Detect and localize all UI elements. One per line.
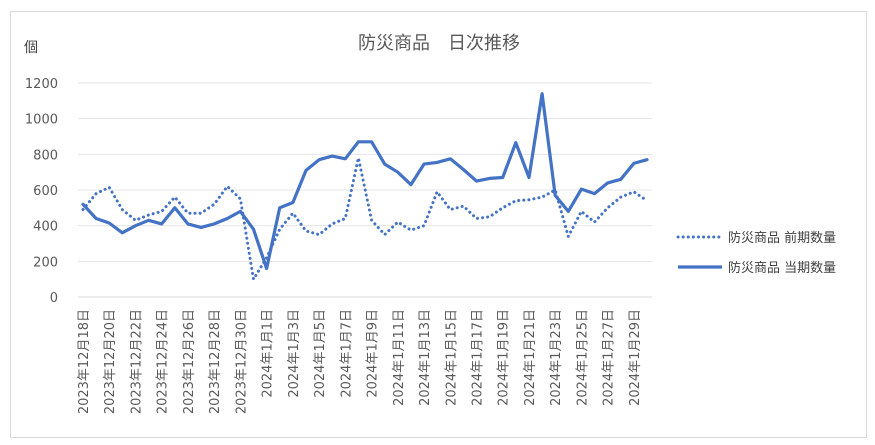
chart-frame [10,11,867,438]
y-tick-label: 200 [33,255,58,270]
series-line-previous [81,156,649,281]
x-tick-label: 2024年1月29日 [628,309,643,406]
y-tick-label: 1000 [25,113,58,128]
x-tick-label: 2024年1月27日 [602,309,617,406]
series-lines [81,92,649,281]
x-tick-label: 2024年1月23日 [549,309,564,406]
x-tick-label: 2024年1月11日 [392,309,407,406]
x-tick-label: 2024年1月17日 [470,309,485,406]
x-tick-label: 2023年12月26日 [182,309,197,414]
x-tick-label: 2024年1月1日 [261,309,276,398]
y-tick-label: 0 [50,291,58,306]
y-tick-label: 800 [33,148,58,163]
x-tick-label: 2024年1月7日 [339,309,354,398]
y-axis-unit-label: 個 [24,40,38,56]
x-tick-label: 2024年1月25日 [575,309,590,406]
x-tick-label: 2023年12月20日 [103,309,118,414]
legend-entry-label: 防災商品 前期数量 [728,230,836,246]
x-tick-label: 2024年1月13日 [418,309,433,406]
y-tick-label: 1200 [25,77,58,92]
y-tick-label: 400 [33,220,58,235]
x-tick-label: 2024年1月15日 [444,309,459,406]
x-tick-label: 2024年1月19日 [497,309,512,406]
x-tick-label: 2023年12月24日 [156,309,171,414]
chart-title: 防災商品 日次推移 [358,33,520,54]
x-axis-tick-labels: 2023年12月18日 2023年12月20日 2023年12月22日 2023年12… [77,309,643,414]
y-tick-label: 600 [33,184,58,199]
x-tick-label: 2024年1月3日 [287,309,302,398]
x-tick-label: 2024年1月9日 [366,309,381,398]
series-line-current [81,92,649,271]
x-tick-label: 2023年12月18日 [77,309,92,414]
x-tick-label: 2023年12月22日 [129,309,144,414]
x-tick-label: 2023年12月30日 [234,309,249,414]
x-tick-label: 2024年1月5日 [313,309,328,398]
y-axis-tick-labels: 0 200 400 600 800 1000 1200 [25,77,58,306]
gridlines [78,82,652,298]
x-tick-label: 2024年1月21日 [523,309,538,406]
x-tick-label: 2023年12月28日 [208,309,223,414]
legend-entry-label: 防災商品 当期数量 [728,260,836,276]
